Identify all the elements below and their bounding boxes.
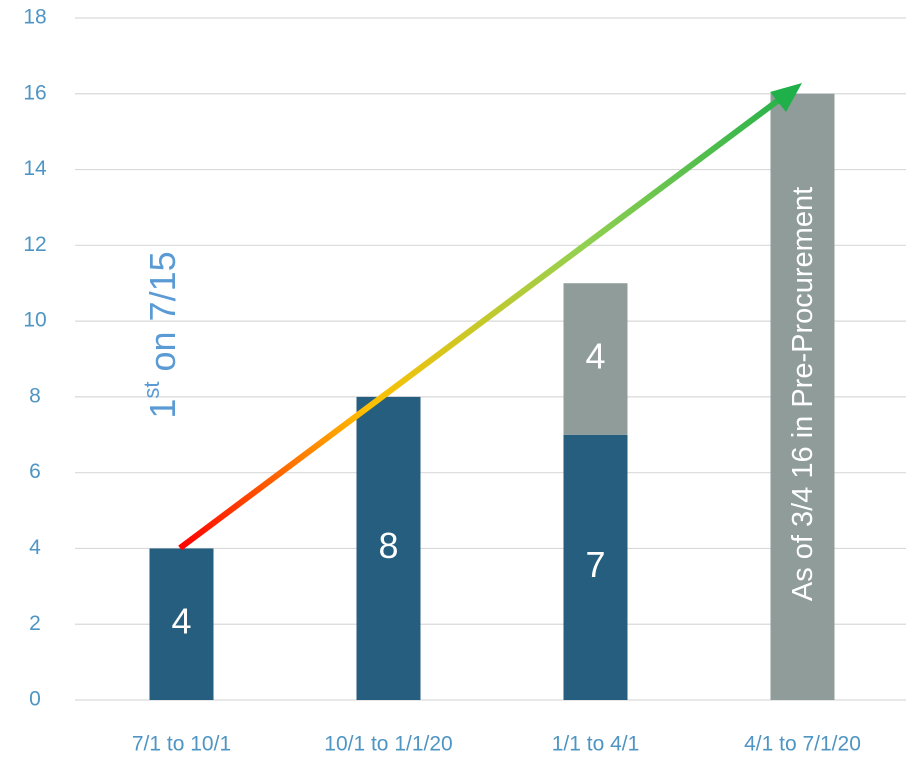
x-tick-label: 4/1 to 7/1/20: [744, 733, 861, 756]
bar-segment: [149, 548, 214, 700]
bar-segment: [356, 396, 421, 700]
y-tick-label: 16: [23, 81, 46, 104]
x-tick-label: 10/1 to 1/1/20: [324, 733, 452, 756]
x-tick-label: 7/1 to 10/1: [132, 733, 231, 756]
data-label: 4: [585, 336, 605, 377]
data-label: 4: [171, 601, 191, 642]
annotation-superscript: st: [139, 381, 164, 398]
annotation: As of 3/4 16 in Pre-Procurement: [787, 187, 819, 601]
y-tick-label: 12: [23, 233, 46, 256]
bar-segment: [563, 434, 628, 700]
bar-segment: [770, 93, 835, 701]
y-tick-label: 2: [29, 612, 41, 635]
data-label: 7: [585, 544, 605, 585]
y-tick-label: 6: [29, 460, 41, 483]
y-tick-label: 8: [29, 384, 41, 407]
bar-segment: [563, 283, 628, 435]
annotation-text: on 7/15: [142, 251, 183, 381]
x-tick-label: 1/1 to 4/1: [552, 733, 640, 756]
y-tick-label: 0: [29, 688, 41, 711]
annotation: 1st on 7/15: [139, 251, 183, 418]
y-tick-label: 10: [23, 309, 46, 332]
annotation-text: 1: [142, 399, 183, 419]
y-tick-label: 4: [29, 536, 41, 559]
y-tick-label: 14: [23, 157, 47, 180]
trend-arrow: [178, 83, 802, 551]
y-tick-label: 18: [23, 6, 46, 29]
data-label: 8: [378, 525, 398, 566]
